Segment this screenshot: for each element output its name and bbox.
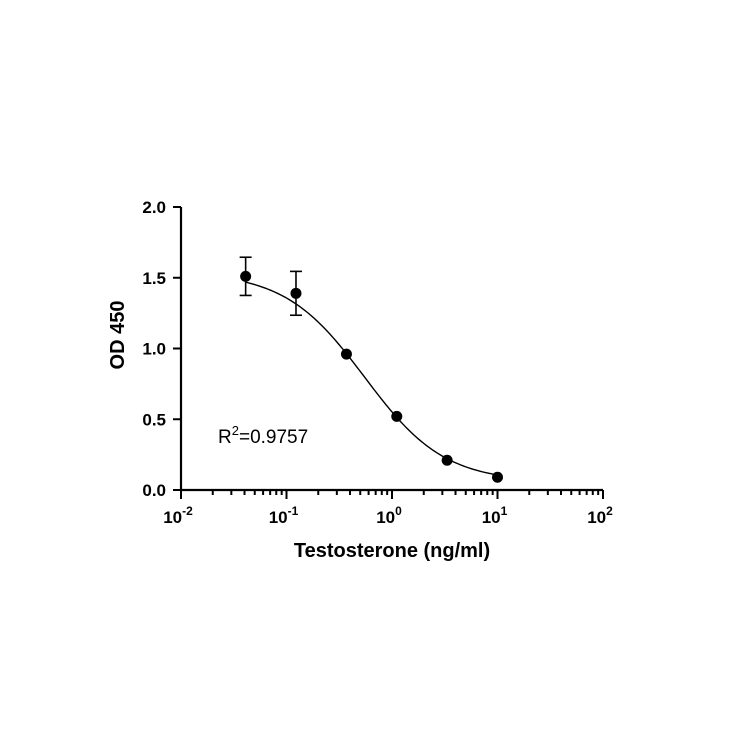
- x-tick-base: 10: [482, 508, 501, 527]
- x-tick-base: 10: [376, 508, 395, 527]
- y-tick-label: 2.0: [142, 198, 166, 217]
- x-tick-label: 10-2: [163, 504, 193, 527]
- data-point: [290, 287, 302, 299]
- x-tick-label: 10-1: [269, 504, 299, 527]
- fit-curve-layer: [245, 281, 498, 476]
- data-point-layer: [240, 270, 503, 483]
- fit-curve: [245, 281, 498, 476]
- x-tick-label: 100: [376, 504, 402, 527]
- error-bar-layer: [239, 256, 302, 317]
- data-point: [391, 410, 403, 422]
- y-tick-label: 1.5: [142, 269, 166, 288]
- x-tick-exponent: 0: [395, 504, 402, 518]
- x-tick-label: 102: [587, 504, 613, 527]
- y-tick-label: 0.0: [142, 481, 166, 500]
- x-tick-exponent: -1: [288, 504, 299, 518]
- r-squared-value: =0.9757: [239, 427, 308, 448]
- y-tick-label: 0.5: [142, 410, 166, 429]
- x-ticks: 10-2 10-1 100 101 102: [163, 490, 613, 527]
- data-point: [441, 454, 453, 466]
- r-squared-annotation: R2=0.9757: [218, 423, 308, 448]
- r-squared-superscript: 2: [232, 423, 239, 438]
- data-point: [240, 270, 252, 282]
- x-axis-title: Testosterone (ng/ml): [294, 540, 490, 562]
- y-ticks: 0.0 0.5 1.0 1.5 2.0: [142, 198, 181, 500]
- x-tick-base: 10: [269, 508, 288, 527]
- x-tick-base: 10: [163, 508, 182, 527]
- y-tick-label: 1.0: [142, 340, 166, 359]
- x-tick-base: 10: [587, 508, 606, 527]
- x-tick-exponent: 1: [501, 504, 508, 518]
- y-axis-title: OD 450: [107, 301, 129, 370]
- x-tick-exponent: 2: [606, 504, 613, 518]
- data-point: [492, 471, 503, 483]
- r-squared-symbol: R: [218, 427, 232, 448]
- x-tick-label: 101: [482, 504, 508, 527]
- x-tick-exponent: -2: [182, 504, 193, 518]
- data-point: [340, 348, 352, 360]
